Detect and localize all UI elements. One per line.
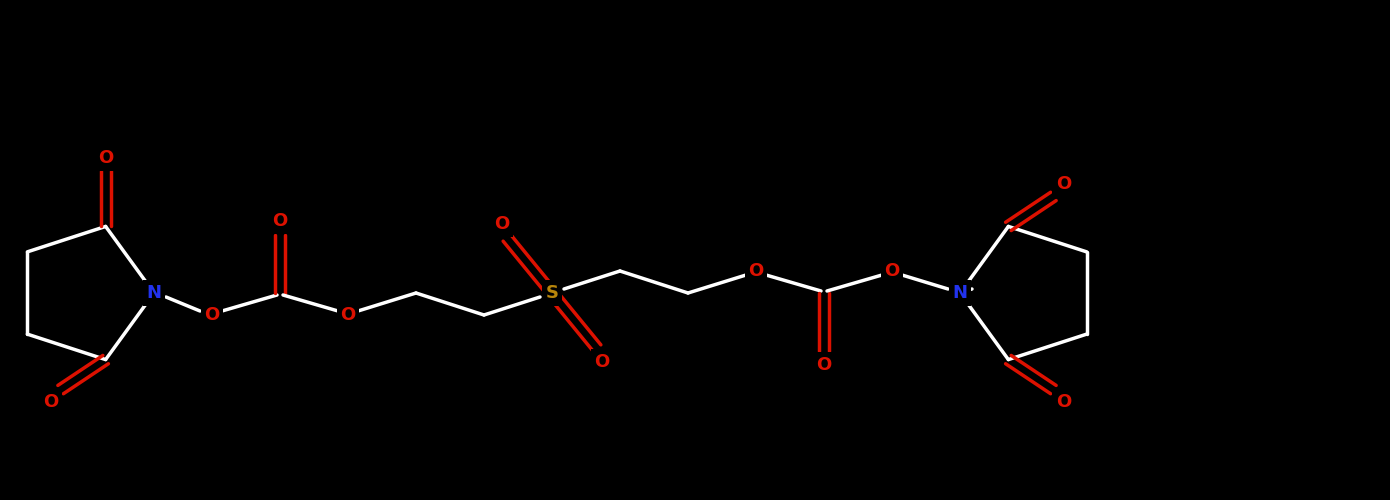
Text: O: O (341, 306, 356, 324)
Text: O: O (884, 262, 899, 280)
Text: N: N (146, 284, 161, 302)
Text: O: O (272, 212, 288, 230)
Text: O: O (816, 356, 831, 374)
Text: O: O (1056, 392, 1070, 410)
Text: O: O (204, 306, 220, 324)
Text: O: O (748, 262, 763, 280)
Text: N: N (952, 284, 967, 302)
Text: O: O (1056, 176, 1070, 194)
Text: O: O (495, 215, 510, 233)
Text: O: O (595, 353, 610, 371)
Text: S: S (545, 284, 559, 302)
Text: O: O (99, 150, 113, 168)
Text: O: O (43, 392, 58, 410)
Text: N: N (952, 284, 967, 302)
